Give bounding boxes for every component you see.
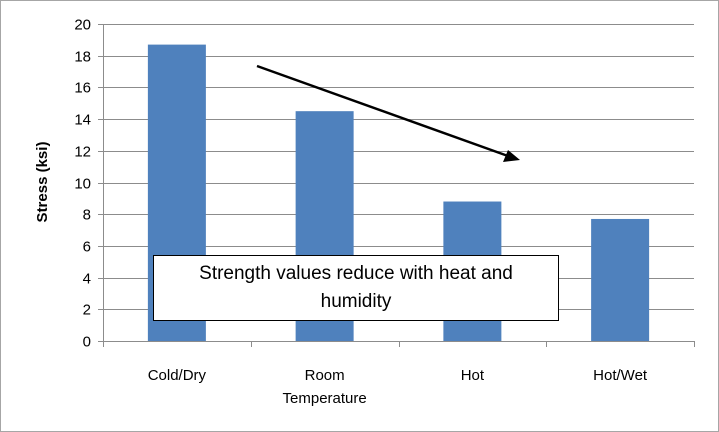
bar bbox=[591, 218, 650, 341]
axes bbox=[98, 24, 695, 347]
annotation-text: Strength values reduce with heat and hum… bbox=[199, 263, 513, 312]
x-tick-label: Hot bbox=[461, 367, 485, 384]
labels: 0 2 4 6 8 10 12 14 16 18 20 Cold/Dry Room Temperature… bbox=[74, 17, 648, 408]
y-tick-label: 0 bbox=[83, 334, 91, 351]
annotation-text-box: Strength values reduce with heat and hum… bbox=[153, 255, 559, 321]
y-tick-label: 8 bbox=[83, 207, 91, 224]
y-axis-title: Stress (ksi) bbox=[34, 142, 51, 223]
x-tick-label: Cold/Dry bbox=[148, 367, 207, 384]
x-tick-label: Hot/Wet bbox=[593, 367, 648, 384]
y-tick-label: 6 bbox=[83, 239, 91, 256]
trend-arrowhead bbox=[503, 150, 520, 162]
y-tick-label: 16 bbox=[74, 80, 91, 97]
trend-arrow bbox=[256, 64, 520, 162]
x-tick-label: Room Temperature bbox=[283, 367, 367, 407]
y-tick-label: 10 bbox=[74, 176, 91, 193]
y-tick-label: 4 bbox=[83, 271, 91, 288]
y-tick-label: 14 bbox=[74, 112, 91, 129]
y-tick-label: 12 bbox=[74, 144, 91, 161]
y-tick-label: 20 bbox=[74, 17, 91, 34]
y-tick-label: 18 bbox=[74, 49, 91, 66]
trend-arrow-line bbox=[256, 64, 509, 158]
y-tick-label: 2 bbox=[83, 302, 91, 319]
